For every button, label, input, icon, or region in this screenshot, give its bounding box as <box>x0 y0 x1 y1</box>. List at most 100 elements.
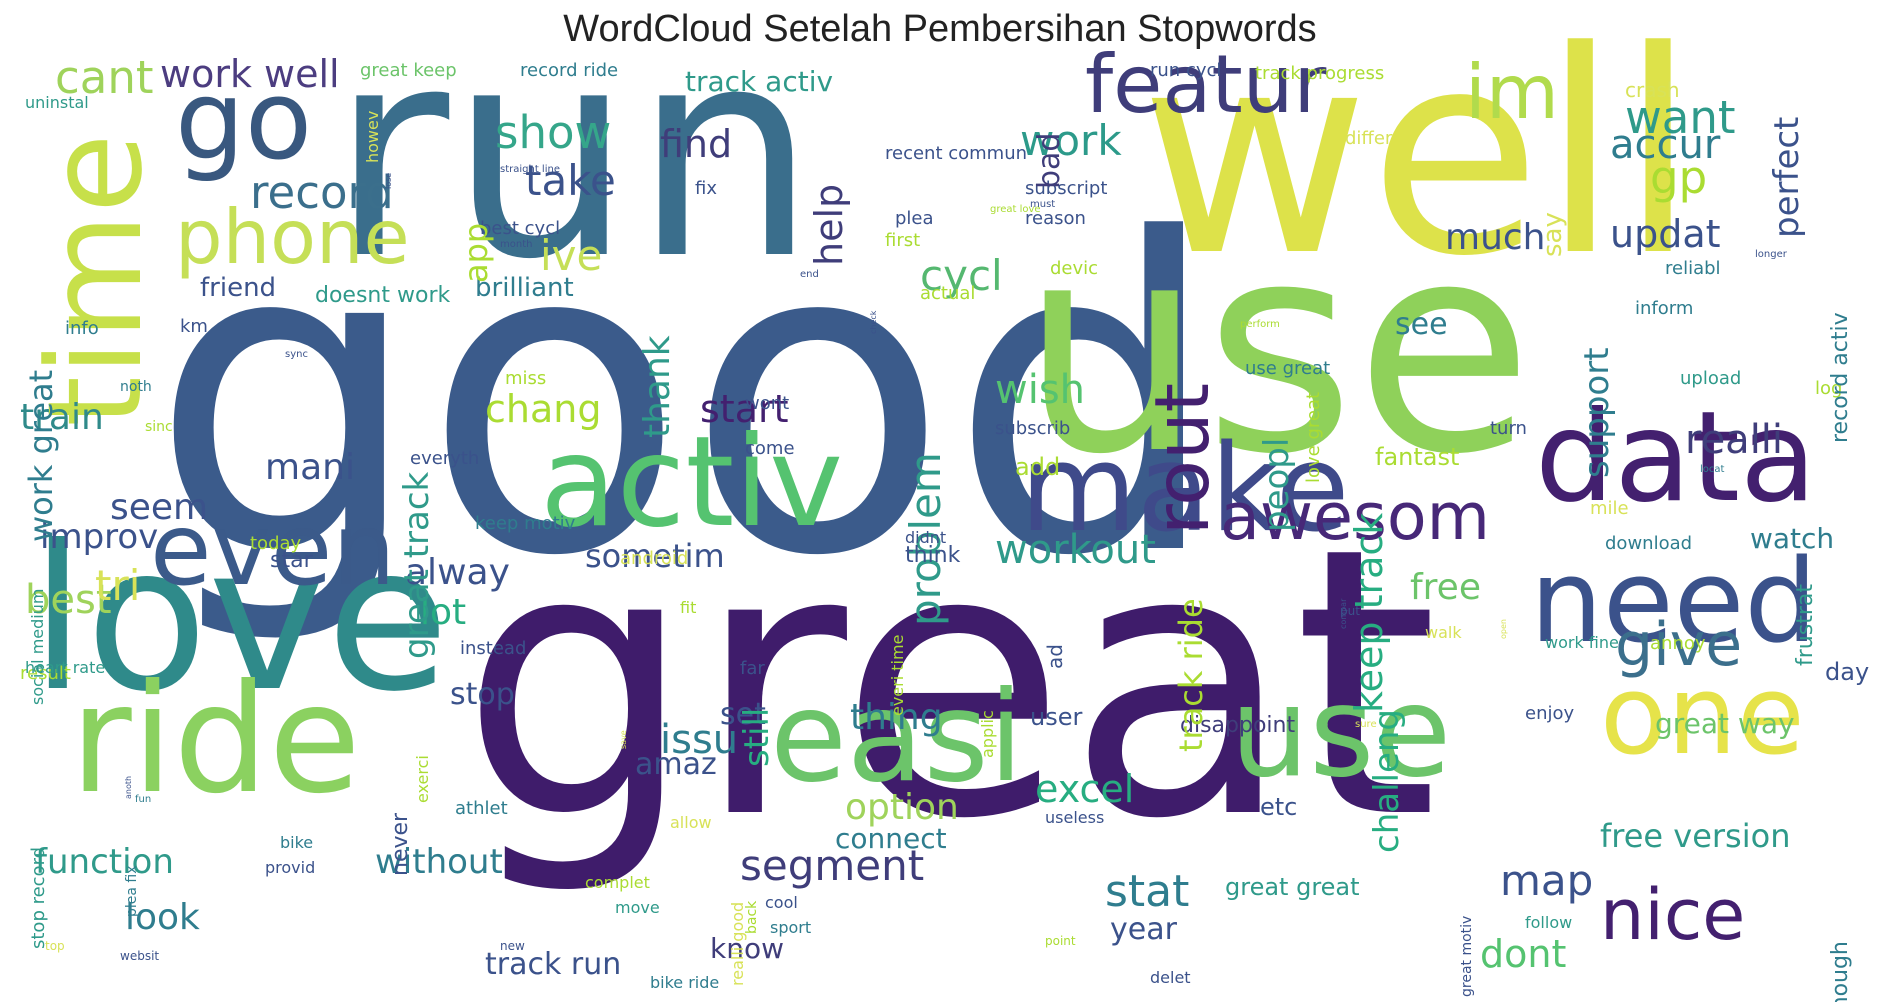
word-annoy: annoy <box>1650 633 1706 654</box>
word-rout: rout <box>1138 382 1226 535</box>
word-log: log <box>1815 378 1843 399</box>
word-want: want <box>1625 91 1736 144</box>
word-thank: thank <box>637 335 678 438</box>
word-great-track: great track <box>397 472 437 660</box>
word-activ: activ <box>540 410 844 555</box>
word-connect: connect <box>835 822 947 855</box>
word-enjoy: enjoy <box>1525 703 1575 724</box>
word-actual: actual <box>920 283 976 304</box>
word-give: give <box>1615 610 1743 680</box>
word-recent-commun: recent commun <box>885 143 1028 164</box>
word-useless: useless <box>1045 808 1105 827</box>
word-noth: noth <box>120 379 152 395</box>
word-back: back <box>744 900 760 934</box>
word-year: year <box>1110 912 1177 947</box>
word-first: first <box>885 230 921 251</box>
word-track-run: track run <box>485 947 622 982</box>
word-inform: inform <box>1635 298 1694 319</box>
word-cycl: cycl <box>920 251 1003 300</box>
word-support: support <box>1577 347 1617 478</box>
word-track-ride: track ride <box>1172 598 1210 752</box>
word-nice: nice <box>1600 874 1746 956</box>
word-excel: excel <box>1035 767 1135 811</box>
word-upload: upload <box>1680 368 1742 389</box>
word-plea: plea <box>895 208 934 229</box>
word-improv: improv <box>40 517 159 557</box>
word-set: set <box>720 697 766 732</box>
word-great-motiv: great motiv <box>1459 916 1475 998</box>
word-peopl: peopl <box>1257 437 1297 532</box>
word-use: use <box>1020 181 1534 518</box>
word-straight-line: straight line <box>500 164 560 175</box>
word-tri: tri <box>95 561 141 610</box>
word-work: work <box>1020 116 1122 165</box>
word-exerci: exerci <box>413 754 432 803</box>
word-look: look <box>125 897 200 938</box>
word-challeng: challeng <box>1367 709 1407 854</box>
word-record-ride: record ride <box>520 60 619 81</box>
word-must: must <box>1030 199 1056 210</box>
word-stat: stat <box>1105 866 1190 917</box>
word-well: well <box>1140 0 1697 318</box>
word-dont: dont <box>1480 932 1567 976</box>
word-applic: applic <box>978 709 997 758</box>
word-record: record <box>250 166 394 219</box>
word-fix: fix <box>695 178 717 199</box>
word-im: im <box>1465 48 1559 136</box>
word-stop-record: stop record <box>28 846 49 949</box>
word-know: know <box>710 932 784 965</box>
word-great-way: great way <box>1655 707 1795 740</box>
word-perfect: perfect <box>1767 116 1807 238</box>
word-delet: delet <box>1150 968 1191 987</box>
word-work-fine: work fine <box>1545 633 1619 652</box>
word-easi: easi <box>770 665 1024 810</box>
word-check: check <box>869 310 878 334</box>
word-locat: locat <box>1700 464 1725 475</box>
word-didnt: didnt <box>905 528 947 547</box>
word-great-keep: great keep <box>360 60 457 81</box>
word-perform: perform <box>1240 319 1280 330</box>
word-subscrib: subscrib <box>995 418 1071 439</box>
word-reason: reason <box>1025 208 1086 229</box>
word-everyth: everyth <box>410 448 480 469</box>
word-point: point <box>1045 934 1076 948</box>
word-allow: allow <box>670 813 712 832</box>
word-walk: walk <box>1425 623 1462 642</box>
word-sometim: sometim <box>585 537 725 575</box>
word-turn: turn <box>1490 418 1527 439</box>
word-data: data <box>1535 385 1817 530</box>
word-good: good <box>150 150 1223 650</box>
word-option: option <box>845 787 959 828</box>
word-ride: ride <box>70 653 361 827</box>
word-fun: fun <box>135 794 152 805</box>
word-mile: mile <box>1590 498 1629 519</box>
word-android: android <box>620 548 689 569</box>
word-see: see <box>1395 307 1448 342</box>
word-watch: watch <box>1750 522 1835 555</box>
word-work-great: work great <box>22 369 60 542</box>
word-workout: workout <box>995 527 1156 573</box>
word-use: use <box>1230 660 1452 805</box>
word-new: new <box>500 939 525 953</box>
word-great: great <box>460 470 1439 900</box>
word-ive: ive <box>540 231 603 280</box>
word-km: km <box>180 316 208 337</box>
word-put: put <box>1340 604 1360 618</box>
word-thing: thing <box>850 697 943 738</box>
word-phone: phone <box>175 193 410 281</box>
word-instead: instead <box>460 638 527 659</box>
word-issu: issu <box>660 717 739 763</box>
word-segment: segment <box>740 841 925 890</box>
word-app: app <box>457 222 495 283</box>
word-websit: websit <box>120 949 160 963</box>
word-accur: accur <box>1610 122 1721 168</box>
word-run-cycl: run cycl <box>1150 60 1222 81</box>
word-fantast: fantast <box>1375 443 1460 471</box>
word-record-activ: record activ <box>1828 312 1853 444</box>
word-today: today <box>250 533 302 554</box>
word-move: move <box>615 898 660 917</box>
word-still: still <box>737 707 777 767</box>
word-howev: howev <box>363 110 382 163</box>
word-disappoint: disappoint <box>1180 713 1296 738</box>
